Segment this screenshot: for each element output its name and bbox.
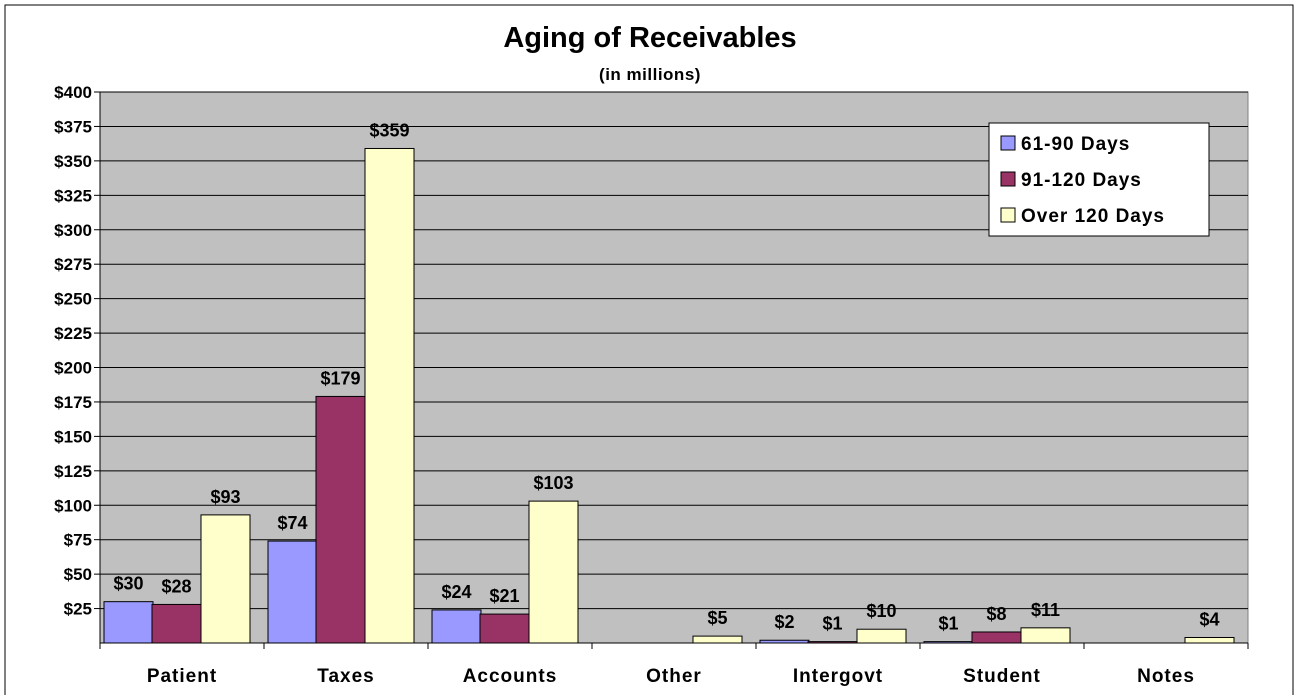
bar	[479, 613, 530, 644]
y-tick-label: $75	[64, 531, 92, 550]
data-label: $5	[707, 608, 727, 628]
bar	[103, 601, 154, 644]
x-tick-label: Intergovt	[793, 666, 883, 687]
x-tick-label: Student	[963, 666, 1041, 687]
y-tick-label: $125	[54, 462, 92, 481]
data-label: $11	[1031, 600, 1060, 620]
axes: $25 $50 $75 $100 $125 $150 $175 $200 $225 $250 $27…	[54, 83, 1249, 687]
data-label: $30	[113, 574, 143, 594]
chart-subtitle: (in millions)	[599, 65, 701, 84]
legend-swatch	[1000, 135, 1016, 151]
data-labels: $30 $74 $24 $2 $1 $28 $179 $21 $1 $8 $93 $359 $103 $5…	[113, 120, 1219, 633]
y-tick-label: $375	[54, 117, 92, 136]
x-tick-label: Other	[646, 666, 702, 687]
bar	[431, 609, 482, 644]
gridlines	[100, 91, 1248, 610]
data-label: $359	[369, 120, 409, 140]
y-tick-label: $225	[54, 324, 92, 343]
y-tick-label: $400	[54, 83, 92, 102]
x-tick-label: Taxes	[317, 666, 374, 687]
legend-label: 91-120 Days	[1021, 170, 1142, 191]
y-tick-label: $300	[54, 221, 92, 240]
bar	[1020, 627, 1071, 644]
y-tick-label: $150	[54, 427, 92, 446]
bar	[364, 147, 415, 644]
bar	[856, 628, 907, 644]
legend-box	[988, 122, 1210, 237]
bar	[1184, 636, 1235, 644]
data-label: $24	[441, 582, 471, 602]
data-label: $8	[986, 604, 1006, 624]
bar	[267, 540, 318, 644]
x-tick-label: Notes	[1137, 666, 1195, 687]
legend-swatch	[1000, 207, 1016, 223]
y-tick-label: $100	[54, 496, 92, 515]
y-tick-label: $275	[54, 255, 92, 274]
y-tick-label: $250	[54, 290, 92, 309]
data-label: $74	[277, 513, 307, 533]
data-label: $4	[1199, 609, 1219, 629]
y-tick-label: $175	[54, 393, 92, 412]
data-label: $103	[533, 473, 573, 493]
x-tick-label: Accounts	[463, 666, 558, 687]
bar	[315, 395, 366, 644]
y-tick-label: $50	[64, 565, 92, 584]
data-label: $1	[938, 614, 958, 634]
legend: 61-90 Days 91-120 Days Over 120 Days	[988, 122, 1210, 237]
x-tick-label: Patient	[147, 666, 217, 687]
data-label: $179	[320, 368, 360, 388]
bars	[103, 147, 1235, 644]
data-label: $2	[774, 612, 794, 632]
data-label: $28	[161, 576, 191, 596]
y-tick-label: $350	[54, 152, 92, 171]
chart-title: Aging of Receivables	[503, 22, 796, 54]
bar	[151, 603, 202, 644]
legend-label: 61-90 Days	[1021, 134, 1130, 155]
data-label: $21	[489, 586, 519, 606]
y-tick-label: $325	[54, 186, 92, 205]
bar	[200, 514, 251, 644]
data-label: $1	[822, 614, 842, 634]
bar	[971, 631, 1022, 644]
data-label: $93	[210, 487, 240, 507]
data-label: $10	[866, 601, 896, 621]
bar	[692, 635, 743, 644]
legend-label: Over 120 Days	[1021, 206, 1165, 227]
y-tick-label: $200	[54, 359, 92, 378]
bar	[528, 500, 579, 644]
legend-swatch	[1000, 171, 1016, 187]
y-tick-label: $25	[64, 600, 92, 619]
